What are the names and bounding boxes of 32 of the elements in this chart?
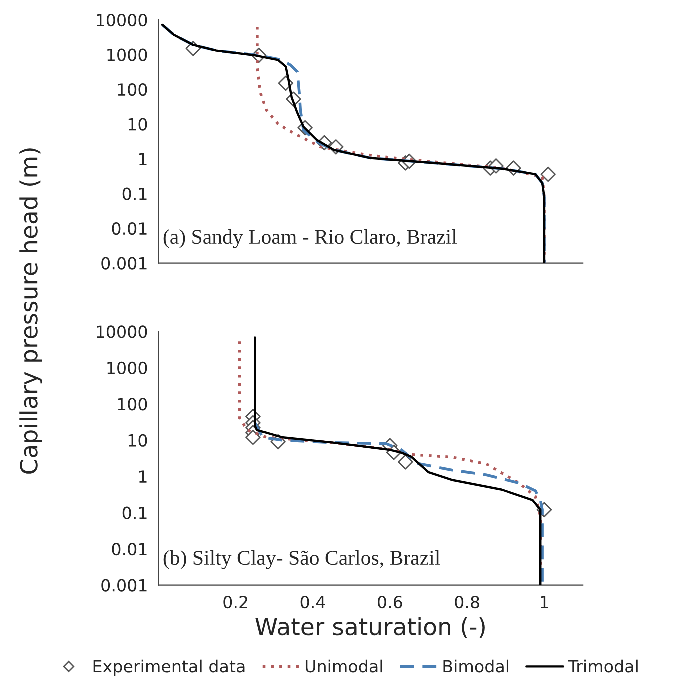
x-tick-label: 0.6 xyxy=(378,596,402,609)
y-tick-label: 0.01 xyxy=(112,222,147,236)
y-tick-label: 10 xyxy=(128,118,148,131)
legend-label: Unimodal xyxy=(306,660,382,673)
legend-label: Trimodal xyxy=(568,660,638,673)
y-tick-label: 10 xyxy=(128,434,148,447)
annotation: (a) Sandy Loam - Rio Claro, Brazil xyxy=(164,229,458,248)
y-tick-label: 1000 xyxy=(108,362,148,374)
y-tick-label: 0.001 xyxy=(102,257,147,270)
x-axis-title: Water saturation (-) xyxy=(256,617,485,638)
point xyxy=(246,430,261,446)
y-tick-label: 100 xyxy=(118,83,148,96)
point xyxy=(398,454,414,470)
legend-label: Experimental data xyxy=(94,660,245,676)
y-tick-label: 10000 xyxy=(97,326,148,338)
annotation: (b) Silty Clay- São Carlos, Brazil xyxy=(164,550,440,570)
x-tick-label: 0.2 xyxy=(224,596,248,609)
y-tick-label: 0.01 xyxy=(112,543,147,556)
y-tick-label: 1 xyxy=(140,470,147,483)
x-tick-label: 0.8 xyxy=(455,596,480,609)
x-tick-label: 1 xyxy=(541,596,548,608)
y-tick-label: 0.1 xyxy=(122,506,147,520)
x-tick-label: 0.4 xyxy=(300,596,326,609)
point xyxy=(540,166,556,182)
legend-label: Bimodal xyxy=(444,660,508,673)
y-axis-title: Capillary pressure head (m) xyxy=(20,148,42,474)
y-tick-label: 1000 xyxy=(108,48,148,62)
y-tick-label: 0.001 xyxy=(102,579,147,592)
y-tick-label: 10000 xyxy=(97,14,148,27)
y-tick-label: 100 xyxy=(118,398,148,411)
y-tick-label: 0.1 xyxy=(122,188,147,200)
y-tick-label: 1 xyxy=(140,153,147,166)
